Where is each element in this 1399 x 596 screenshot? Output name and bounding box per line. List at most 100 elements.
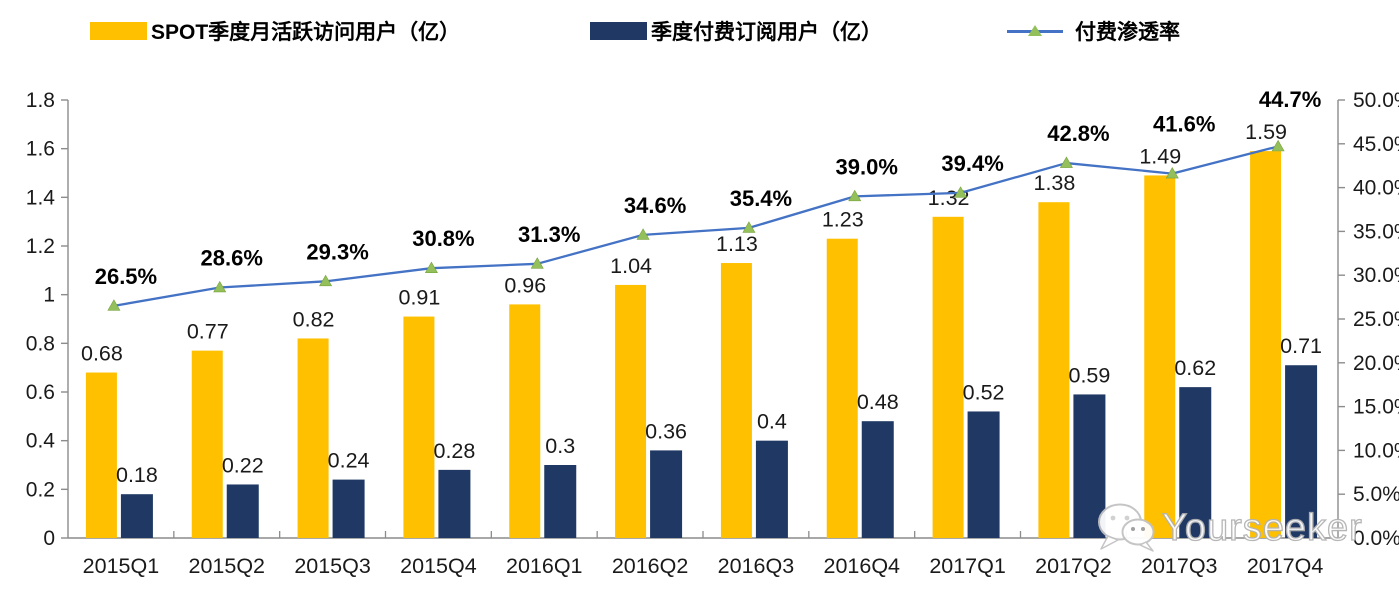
right-axis-tick-label: 15.0% bbox=[1353, 396, 1399, 419]
penetration-legend-marker bbox=[1007, 24, 1063, 38]
subscribers-bar bbox=[332, 479, 365, 538]
mau-bar bbox=[191, 350, 223, 538]
mau-value-label: 0.96 bbox=[504, 273, 546, 297]
subscribers-value-label: 0.18 bbox=[116, 463, 158, 487]
penetration-percent-label: 35.4% bbox=[730, 186, 792, 211]
penetration-marker bbox=[107, 299, 121, 311]
x-axis-category-label: 2017Q4 bbox=[1247, 554, 1324, 578]
subscribers-value-label: 0.71 bbox=[1280, 334, 1322, 358]
mau-value-label: 1.23 bbox=[822, 208, 864, 232]
subscribers-value-label: 0.28 bbox=[433, 439, 475, 463]
penetration-legend-label: 付费渗透率 bbox=[1075, 21, 1180, 44]
penetration-marker bbox=[424, 261, 438, 273]
right-axis-tick-label: 0.0% bbox=[1353, 527, 1399, 550]
penetration-marker bbox=[742, 221, 756, 233]
subscribers-bar bbox=[861, 421, 894, 538]
legend: SPOT季度月活跃访问用户（亿） 季度付费订阅用户（亿） 付费渗透率 bbox=[0, 0, 1399, 56]
penetration-percent-label: 31.3% bbox=[518, 222, 580, 247]
penetration-percent-label: 39.0% bbox=[836, 154, 898, 179]
penetration-marker bbox=[319, 274, 333, 287]
penetration-percent-label: 30.8% bbox=[412, 226, 474, 251]
x-axis-category-label: 2016Q3 bbox=[718, 554, 795, 578]
penetration-marker bbox=[848, 189, 862, 202]
subscribers-value-label: 0.59 bbox=[1068, 363, 1110, 387]
mau-bar bbox=[1038, 202, 1070, 538]
penetration-percent-label: 26.5% bbox=[95, 264, 157, 289]
legend-item-mau: SPOT季度月活跃访问用户（亿） bbox=[90, 18, 460, 44]
right-axis-tick-label: 5.0% bbox=[1353, 483, 1399, 506]
mau-bar bbox=[1250, 151, 1282, 538]
mau-value-label: 1.49 bbox=[1139, 144, 1181, 168]
legend-item-penetration: 付费渗透率 bbox=[1007, 18, 1180, 44]
right-axis-tick-label: 25.0% bbox=[1353, 308, 1399, 331]
mau-value-label: 1.59 bbox=[1245, 120, 1287, 144]
penetration-marker bbox=[213, 280, 227, 293]
mau-bar bbox=[1144, 175, 1176, 538]
subscribers-bar bbox=[438, 469, 471, 538]
subscribers-bar bbox=[755, 440, 788, 538]
mau-value-label: 0.77 bbox=[187, 320, 229, 344]
left-axis-tick-label: 0 bbox=[43, 527, 55, 550]
subscribers-value-label: 0.36 bbox=[645, 419, 687, 443]
mau-bar bbox=[509, 304, 541, 538]
x-axis-category-label: 2016Q4 bbox=[823, 554, 900, 578]
left-axis-tick-label: 0.8 bbox=[26, 332, 55, 355]
right-axis-tick-label: 45.0% bbox=[1353, 133, 1399, 156]
right-axis-tick-label: 50.0% bbox=[1353, 89, 1399, 112]
subscribers-value-label: 0.24 bbox=[328, 449, 370, 473]
penetration-percent-label: 28.6% bbox=[201, 245, 263, 270]
x-axis-category-label: 2017Q1 bbox=[929, 554, 1006, 578]
mau-bar bbox=[297, 338, 329, 538]
x-axis-category-label: 2015Q1 bbox=[83, 554, 160, 578]
penetration-marker bbox=[1271, 139, 1285, 152]
mau-value-label: 0.68 bbox=[81, 342, 123, 366]
subscribers-legend-swatch bbox=[590, 22, 647, 40]
subscribers-bar bbox=[226, 484, 259, 538]
left-axis-tick-label: 1.2 bbox=[26, 235, 55, 258]
x-axis-category-label: 2017Q3 bbox=[1141, 554, 1218, 578]
x-axis-category-label: 2015Q2 bbox=[188, 554, 265, 578]
mau-bar bbox=[615, 284, 647, 538]
subscribers-bar bbox=[650, 450, 683, 538]
subscribers-bar bbox=[1073, 394, 1106, 538]
subscribers-value-label: 0.22 bbox=[222, 453, 264, 477]
penetration-percent-label: 42.8% bbox=[1047, 121, 1109, 146]
left-axis-tick-label: 1 bbox=[43, 284, 55, 307]
subscribers-value-label: 0.62 bbox=[1174, 356, 1216, 380]
x-axis-category-label: 2017Q2 bbox=[1035, 554, 1112, 578]
right-axis-tick-label: 20.0% bbox=[1353, 352, 1399, 375]
mau-bar bbox=[932, 216, 964, 539]
penetration-legend-triangle-icon bbox=[1028, 24, 1042, 36]
mau-legend-swatch bbox=[90, 22, 147, 40]
x-axis-category-label: 2015Q3 bbox=[294, 554, 371, 578]
x-axis-category-label: 2015Q4 bbox=[400, 554, 477, 578]
subscribers-bar bbox=[544, 465, 577, 538]
subscribers-value-label: 0.48 bbox=[857, 390, 899, 414]
mau-bar bbox=[826, 238, 858, 538]
penetration-percent-label: 34.6% bbox=[624, 193, 686, 218]
right-axis-tick-label: 30.0% bbox=[1353, 264, 1399, 287]
mau-bar bbox=[720, 263, 752, 538]
x-axis-category-label: 2016Q1 bbox=[506, 554, 583, 578]
penetration-line bbox=[113, 145, 1279, 307]
subscribers-value-label: 0.52 bbox=[963, 380, 1005, 404]
left-axis-tick-label: 1.4 bbox=[26, 186, 56, 209]
mau-value-label: 1.32 bbox=[928, 186, 970, 210]
mau-bar bbox=[85, 372, 117, 538]
penetration-marker bbox=[530, 257, 544, 269]
subscribers-bar bbox=[967, 411, 1000, 538]
mau-value-label: 1.13 bbox=[716, 232, 758, 256]
penetration-percent-label: 29.3% bbox=[306, 239, 368, 264]
left-axis-tick-label: 0.6 bbox=[26, 381, 55, 404]
subscribers-bar bbox=[1179, 387, 1212, 538]
right-axis-tick-label: 40.0% bbox=[1353, 177, 1399, 200]
legend-item-subscribers: 季度付费订阅用户（亿） bbox=[590, 18, 882, 44]
subscribers-bar bbox=[1285, 365, 1318, 538]
left-axis-tick-label: 1.8 bbox=[26, 89, 55, 112]
penetration-percent-label: 41.6% bbox=[1153, 111, 1215, 136]
left-axis-tick-label: 0.2 bbox=[26, 478, 55, 501]
mau-value-label: 1.38 bbox=[1033, 171, 1075, 195]
subscribers-value-label: 0.4 bbox=[757, 410, 787, 434]
